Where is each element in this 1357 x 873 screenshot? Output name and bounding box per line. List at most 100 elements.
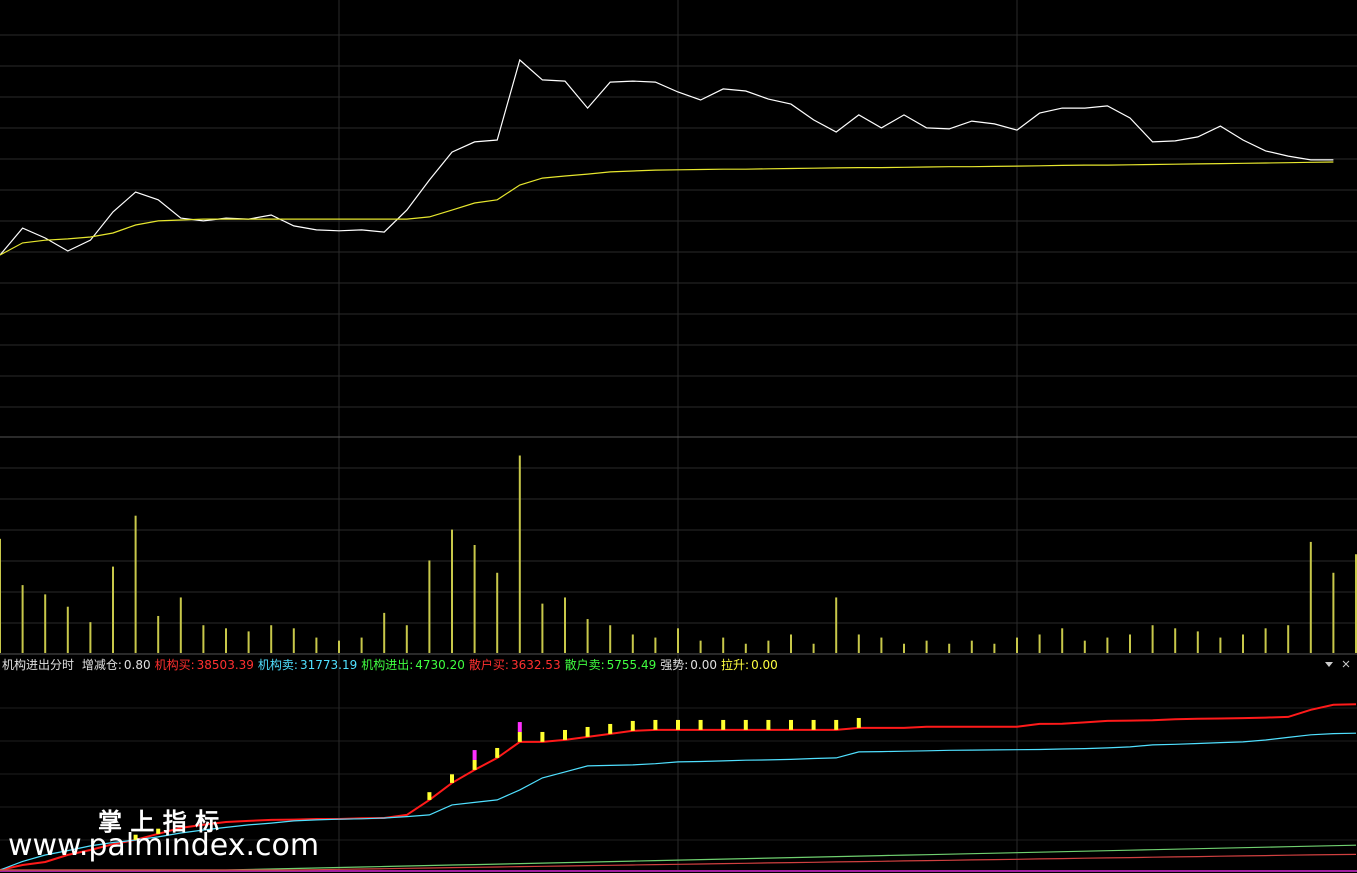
volume-bar [0, 538, 1, 653]
volume-bar [1219, 637, 1222, 653]
volume-bar [1355, 554, 1357, 653]
volume-bar [518, 455, 521, 653]
volume-bar [112, 566, 114, 653]
readout-label: 机构买: [154, 658, 195, 672]
signal-bar [721, 719, 726, 730]
readout-label: 拉升: [721, 658, 750, 672]
line-series [0, 732, 1357, 871]
volume-bar [1309, 541, 1312, 653]
readout-label: 强势: [660, 658, 689, 672]
signal-bar [811, 719, 816, 730]
readout-value: 4730.20 [415, 658, 465, 672]
volume-bar [1083, 640, 1086, 653]
watermark-url: www.palmindex.com [8, 828, 320, 863]
watermark-title: 掌 上 指 标 [98, 808, 220, 836]
volume-bar [699, 640, 702, 653]
indicator-readout: 机构进出分时 增减仓: 0.80 机构买: 38503.39 机构卖: 31773.19 机… [2, 656, 782, 673]
volume-bar [21, 585, 24, 653]
line-series [0, 161, 1334, 256]
volume-bar [1129, 634, 1131, 653]
volume-bar [1332, 572, 1335, 653]
volume-bar [179, 597, 182, 653]
signal-bar [766, 719, 771, 730]
signal-bar [789, 719, 793, 730]
signal-bar [698, 719, 703, 730]
volume-bar [1038, 634, 1041, 653]
volume-bar [338, 640, 340, 653]
readout-value: 0.00 [751, 658, 778, 672]
signal-bar [585, 726, 590, 737]
readout-value: 0.00 [690, 658, 718, 672]
volume-bar [767, 640, 770, 653]
volume-bar [451, 529, 453, 653]
volume-bar [44, 594, 47, 653]
signal-bar [563, 729, 567, 740]
readout-value: 31773.19 [299, 658, 358, 672]
signal-bar [608, 723, 613, 734]
volume-bar [564, 597, 566, 653]
volume-bar [225, 628, 227, 653]
readout-label: 机构卖: [257, 658, 298, 672]
readout-label: 机构进出: [361, 658, 414, 672]
volume-bar [1016, 637, 1018, 653]
signal-bar [495, 747, 500, 758]
readout-value: 0.80 [123, 658, 151, 672]
volume-bar [383, 612, 386, 653]
volume-bar [722, 637, 725, 653]
volume-bar [586, 619, 589, 653]
volume-bar [880, 637, 883, 653]
signal-bar [517, 722, 522, 732]
volume-bar [89, 622, 92, 653]
volume-bar [1196, 631, 1199, 653]
volume-bar [1242, 634, 1244, 653]
volume-bar [1174, 628, 1177, 653]
volume-bar [157, 615, 160, 653]
volume-bar [925, 640, 928, 653]
signal-bar [834, 719, 839, 730]
signal-bar [630, 720, 635, 731]
signal-bar [472, 759, 477, 770]
volume-bar [948, 643, 951, 653]
volume-bar [903, 643, 905, 653]
signal-bar [540, 731, 545, 742]
volume-bar [428, 560, 431, 653]
volume-bar [857, 634, 860, 653]
volume-bar [496, 572, 499, 653]
volume-bar [744, 643, 747, 653]
signal-bar [676, 719, 680, 730]
menu-icon[interactable] [1325, 662, 1333, 667]
volume-bar [790, 634, 792, 653]
readout-value: 3632.53 [510, 658, 561, 672]
volume-bar [360, 637, 363, 653]
readout-label: 散户买: [468, 658, 509, 672]
signal-bar [653, 719, 658, 730]
volume-bar [812, 643, 815, 653]
volume-bar [405, 625, 408, 653]
readout-value: 5755.49 [606, 658, 657, 672]
volume-bar [631, 634, 634, 653]
volume-bar [1287, 625, 1290, 653]
readout-value: 38503.39 [196, 658, 254, 672]
close-icon[interactable] [1342, 660, 1350, 668]
signal-bar [133, 834, 138, 840]
volume-bar [473, 545, 476, 653]
volume-bar [654, 637, 657, 653]
volume-bar [993, 643, 996, 653]
volume-bar [835, 597, 838, 653]
line-series [0, 58, 1334, 256]
volume-bar [134, 515, 137, 653]
signal-bar [472, 750, 477, 760]
signal-bar [743, 719, 748, 730]
volume-bar [1264, 628, 1267, 653]
volume-bar [1151, 625, 1154, 653]
volume-bar [202, 625, 205, 653]
volume-bar [292, 628, 295, 653]
volume-bar [970, 640, 973, 653]
line-series [0, 853, 1357, 871]
indicator-title: 机构进出分时 [2, 658, 75, 672]
volume-bar [66, 606, 69, 653]
signal-bar [517, 731, 522, 742]
signal-bar [856, 717, 861, 728]
